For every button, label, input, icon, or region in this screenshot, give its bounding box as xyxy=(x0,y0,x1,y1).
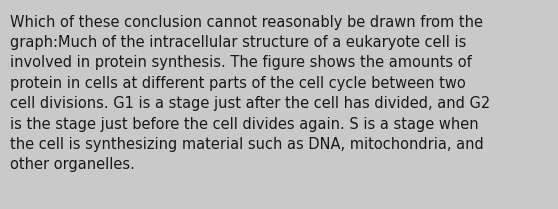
Text: Which of these conclusion cannot reasonably be drawn from the
graph:Much of the : Which of these conclusion cannot reasona… xyxy=(10,15,490,172)
